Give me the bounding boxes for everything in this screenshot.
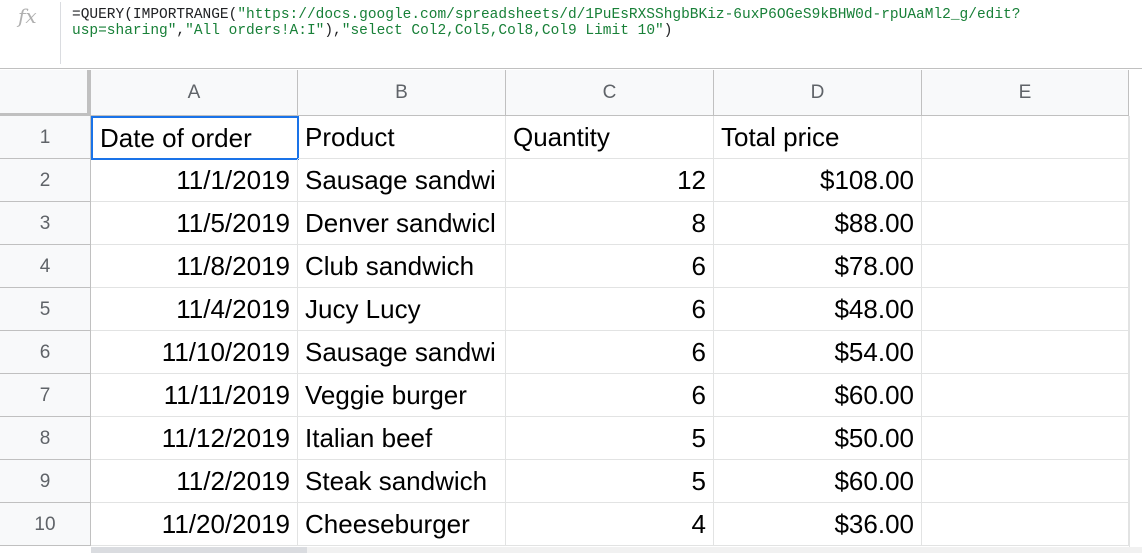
cell-d2[interactable]: $108.00 — [714, 159, 922, 202]
formula-bar-divider — [60, 2, 61, 64]
cell-e4[interactable] — [922, 245, 1129, 288]
cell-d7[interactable]: $60.00 — [714, 374, 922, 417]
row-header-8[interactable]: 8 — [0, 417, 91, 460]
cell-b7[interactable]: Veggie burger — [298, 374, 506, 417]
cell-c9[interactable]: 5 — [506, 460, 714, 503]
row-header-3[interactable]: 3 — [0, 202, 91, 245]
formula-input[interactable]: =QUERY(IMPORTRANGE("https://docs.google.… — [72, 7, 1132, 39]
cell-e7[interactable] — [922, 374, 1129, 417]
cell-b5[interactable]: Jucy Lucy — [298, 288, 506, 331]
row-header-1[interactable]: 1 — [0, 116, 91, 159]
cell-d10[interactable]: $36.00 — [714, 503, 922, 546]
formula-url: "https://docs.google.com/spreadsheets/d/… — [237, 7, 1021, 23]
cell-c6[interactable]: 6 — [506, 331, 714, 374]
row-header-6[interactable]: 6 — [0, 331, 91, 374]
formula-suffix: ) — [663, 23, 673, 39]
cell-e10[interactable] — [922, 503, 1129, 546]
cell-c8[interactable]: 5 — [506, 417, 714, 460]
formula-sep: , — [176, 23, 186, 39]
cell-d6[interactable]: $54.00 — [714, 331, 922, 374]
formula-bar: fx =QUERY(IMPORTRANGE("https://docs.goog… — [0, 0, 1142, 69]
formula-prefix: =QUERY(IMPORTRANGE( — [72, 7, 238, 23]
cell-a4[interactable]: 11/8/2019 — [91, 245, 298, 288]
cell-a2[interactable]: 11/1/2019 — [91, 159, 298, 202]
formula-query: "select Col2,Col5,Col8,Col9 Limit 10" — [341, 23, 664, 39]
cell-e3[interactable] — [922, 202, 1129, 245]
row-header-7[interactable]: 7 — [0, 374, 91, 417]
column-header-d[interactable]: D — [714, 70, 922, 116]
cell-e6[interactable] — [922, 331, 1129, 374]
cell-a9[interactable]: 11/2/2019 — [91, 460, 298, 503]
column-header-b[interactable]: B — [298, 70, 506, 116]
cell-c2[interactable]: 12 — [506, 159, 714, 202]
cell-a1[interactable]: Date of order — [91, 116, 299, 160]
cell-b10[interactable]: Cheeseburger — [298, 503, 506, 546]
cell-c5[interactable]: 6 — [506, 288, 714, 331]
cell-b9[interactable]: Steak sandwich — [298, 460, 506, 503]
cell-a5[interactable]: 11/4/2019 — [91, 288, 298, 331]
cell-d1[interactable]: Total price — [714, 116, 922, 159]
cell-a3[interactable]: 11/5/2019 — [91, 202, 298, 245]
formula-url-end: usp=sharing" — [72, 23, 177, 39]
cell-d4[interactable]: $78.00 — [714, 245, 922, 288]
cell-c10[interactable]: 4 — [506, 503, 714, 546]
cell-e2[interactable] — [922, 159, 1129, 202]
fx-icon: fx — [18, 4, 37, 28]
cell-c3[interactable]: 8 — [506, 202, 714, 245]
cell-b3[interactable]: Denver sandwicl — [298, 202, 506, 245]
column-header-a[interactable]: A — [91, 70, 298, 116]
row-header-2[interactable]: 2 — [0, 159, 91, 202]
cell-a10[interactable]: 11/20/2019 — [91, 503, 298, 546]
cell-b2[interactable]: Sausage sandwi — [298, 159, 506, 202]
select-all-corner[interactable] — [0, 70, 91, 117]
cell-d8[interactable]: $50.00 — [714, 417, 922, 460]
row-header-4[interactable]: 4 — [0, 245, 91, 288]
cell-c4[interactable]: 6 — [506, 245, 714, 288]
cell-a8[interactable]: 11/12/2019 — [91, 417, 298, 460]
cell-a7[interactable]: 11/11/2019 — [91, 374, 298, 417]
cell-d5[interactable]: $48.00 — [714, 288, 922, 331]
horizontal-scrollbar[interactable] — [91, 547, 1142, 553]
formula-sep: ), — [324, 23, 342, 39]
cell-a6[interactable]: 11/10/2019 — [91, 331, 298, 374]
horizontal-scrollbar-thumb[interactable] — [91, 547, 307, 553]
cell-d3[interactable]: $88.00 — [714, 202, 922, 245]
cell-c1[interactable]: Quantity — [506, 116, 714, 159]
formula-range: "All orders!A:I" — [185, 23, 325, 39]
cell-e9[interactable] — [922, 460, 1129, 503]
cell-c7[interactable]: 6 — [506, 374, 714, 417]
cell-d9[interactable]: $60.00 — [714, 460, 922, 503]
cell-e8[interactable] — [922, 417, 1129, 460]
cell-e1[interactable] — [922, 116, 1129, 159]
cell-b4[interactable]: Club sandwich — [298, 245, 506, 288]
column-header-c[interactable]: C — [506, 70, 714, 116]
row-header-10[interactable]: 10 — [0, 503, 91, 546]
grid-right-edge — [1129, 116, 1130, 553]
row-header-5[interactable]: 5 — [0, 288, 91, 331]
cell-b8[interactable]: Italian beef — [298, 417, 506, 460]
cell-b1[interactable]: Product — [298, 116, 506, 159]
column-header-e[interactable]: E — [922, 70, 1129, 116]
row-header-9[interactable]: 9 — [0, 460, 91, 503]
cell-b6[interactable]: Sausage sandwi — [298, 331, 506, 374]
cell-e5[interactable] — [922, 288, 1129, 331]
